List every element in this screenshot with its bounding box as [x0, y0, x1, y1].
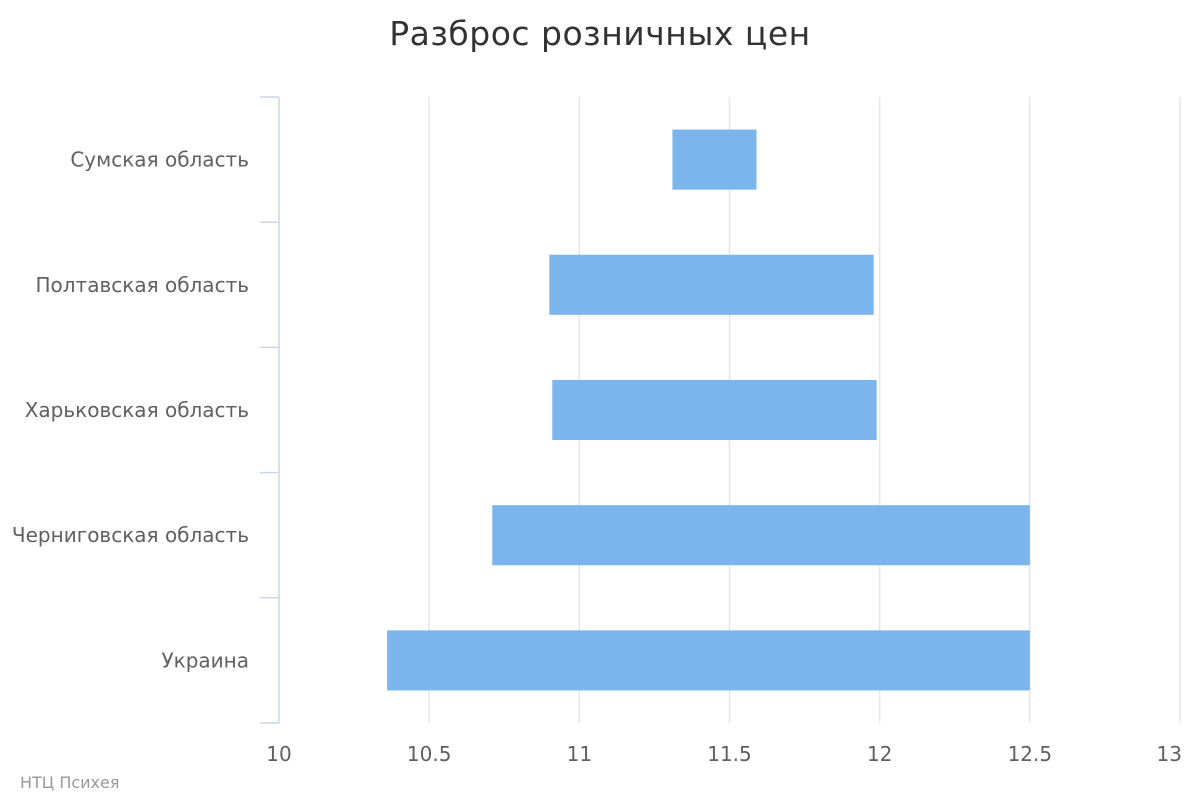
credits-label[interactable]: НТЦ Психея: [20, 773, 120, 792]
bar-series: [387, 129, 1030, 691]
tick-label: 10.5: [407, 742, 452, 766]
category-label: Сумская область: [70, 148, 249, 172]
tick-label: 12: [867, 742, 892, 766]
category-axis: [260, 96, 280, 724]
range-bar[interactable]: [552, 379, 877, 441]
category-label: Харьковская область: [25, 398, 249, 422]
tick-label: 11: [567, 742, 592, 766]
tick-label: 10: [266, 742, 291, 766]
range-bar[interactable]: [549, 254, 874, 315]
category-label: Черниговская область: [12, 523, 249, 547]
chart-title: Разброс розничных цен: [389, 14, 811, 53]
category-labels: Сумская область Полтавская область Харьков…: [12, 148, 249, 673]
range-bar[interactable]: [672, 129, 757, 190]
category-label: Украина: [161, 648, 249, 672]
tick-label: 12.5: [1008, 742, 1053, 766]
value-axis-labels: 10 10.5 11 11.5 12 12.5 13: [266, 742, 1182, 766]
range-bar[interactable]: [387, 630, 1030, 691]
tick-label: 13: [1157, 742, 1182, 766]
range-bar[interactable]: [492, 505, 1030, 566]
tick-label: 11.5: [707, 742, 752, 766]
category-label: Полтавская область: [35, 273, 249, 297]
